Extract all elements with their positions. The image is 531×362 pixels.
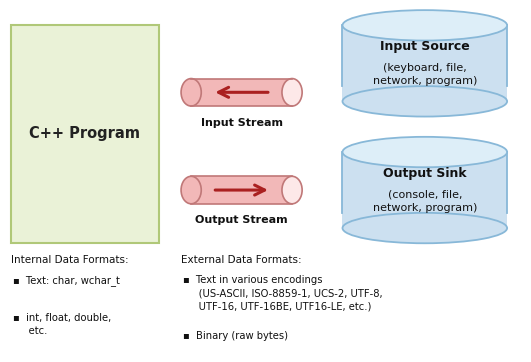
Ellipse shape	[342, 213, 507, 243]
Text: Output Stream: Output Stream	[195, 215, 288, 226]
Text: Output Sink: Output Sink	[383, 167, 467, 180]
Text: External Data Formats:: External Data Formats:	[181, 255, 301, 265]
Text: ▪  Text in various encodings
     (US-ASCII, ISO-8859-1, UCS-2, UTF-8,
     UTF-: ▪ Text in various encodings (US-ASCII, I…	[183, 275, 383, 312]
Text: C++ Program: C++ Program	[29, 126, 141, 142]
Ellipse shape	[181, 176, 201, 204]
Text: Internal Data Formats:: Internal Data Formats:	[11, 255, 129, 265]
FancyBboxPatch shape	[11, 25, 159, 243]
Bar	[342, 25, 507, 101]
Text: (console, file,
network, program): (console, file, network, program)	[373, 190, 477, 213]
Text: ▪  Text: char, wchar_t: ▪ Text: char, wchar_t	[13, 275, 120, 286]
Text: ▪  Binary (raw bytes): ▪ Binary (raw bytes)	[183, 331, 288, 341]
Text: Input Stream: Input Stream	[201, 118, 282, 128]
Ellipse shape	[342, 10, 507, 41]
Bar	[191, 79, 292, 106]
Text: (keyboard, file,
network, program): (keyboard, file, network, program)	[373, 63, 477, 87]
Ellipse shape	[181, 79, 201, 106]
Ellipse shape	[342, 137, 507, 167]
Bar	[342, 152, 507, 228]
Ellipse shape	[282, 176, 302, 204]
Text: ▪  int, float, double,
     etc.: ▪ int, float, double, etc.	[13, 313, 112, 336]
Bar	[191, 176, 292, 204]
Text: Input Source: Input Source	[380, 40, 470, 53]
Ellipse shape	[282, 79, 302, 106]
Ellipse shape	[342, 86, 507, 117]
